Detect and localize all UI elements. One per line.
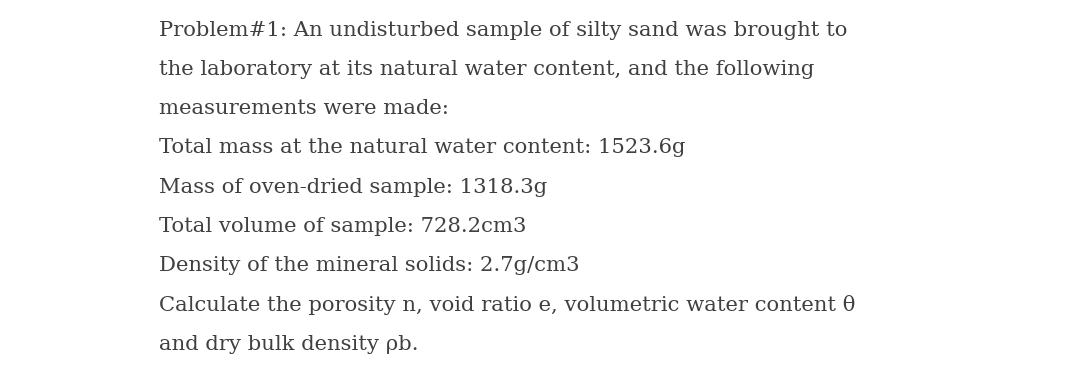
Text: Mass of oven-dried sample: 1318.3g: Mass of oven-dried sample: 1318.3g [159, 178, 548, 197]
Text: Problem#1: An undisturbed sample of silty sand was brought to: Problem#1: An undisturbed sample of silt… [159, 21, 848, 40]
Text: measurements were made:: measurements were made: [159, 99, 449, 118]
Text: Calculate the porosity n, void ratio e, volumetric water content θ: Calculate the porosity n, void ratio e, … [159, 295, 855, 315]
Text: and dry bulk density ρb.: and dry bulk density ρb. [159, 335, 419, 354]
Text: Total volume of sample: 728.2cm3: Total volume of sample: 728.2cm3 [159, 217, 527, 236]
Text: the laboratory at its natural water content, and the following: the laboratory at its natural water cont… [159, 60, 815, 79]
Text: Total mass at the natural water content: 1523.6g: Total mass at the natural water content:… [159, 138, 685, 157]
Text: Density of the mineral solids: 2.7g/cm3: Density of the mineral solids: 2.7g/cm3 [159, 256, 580, 275]
